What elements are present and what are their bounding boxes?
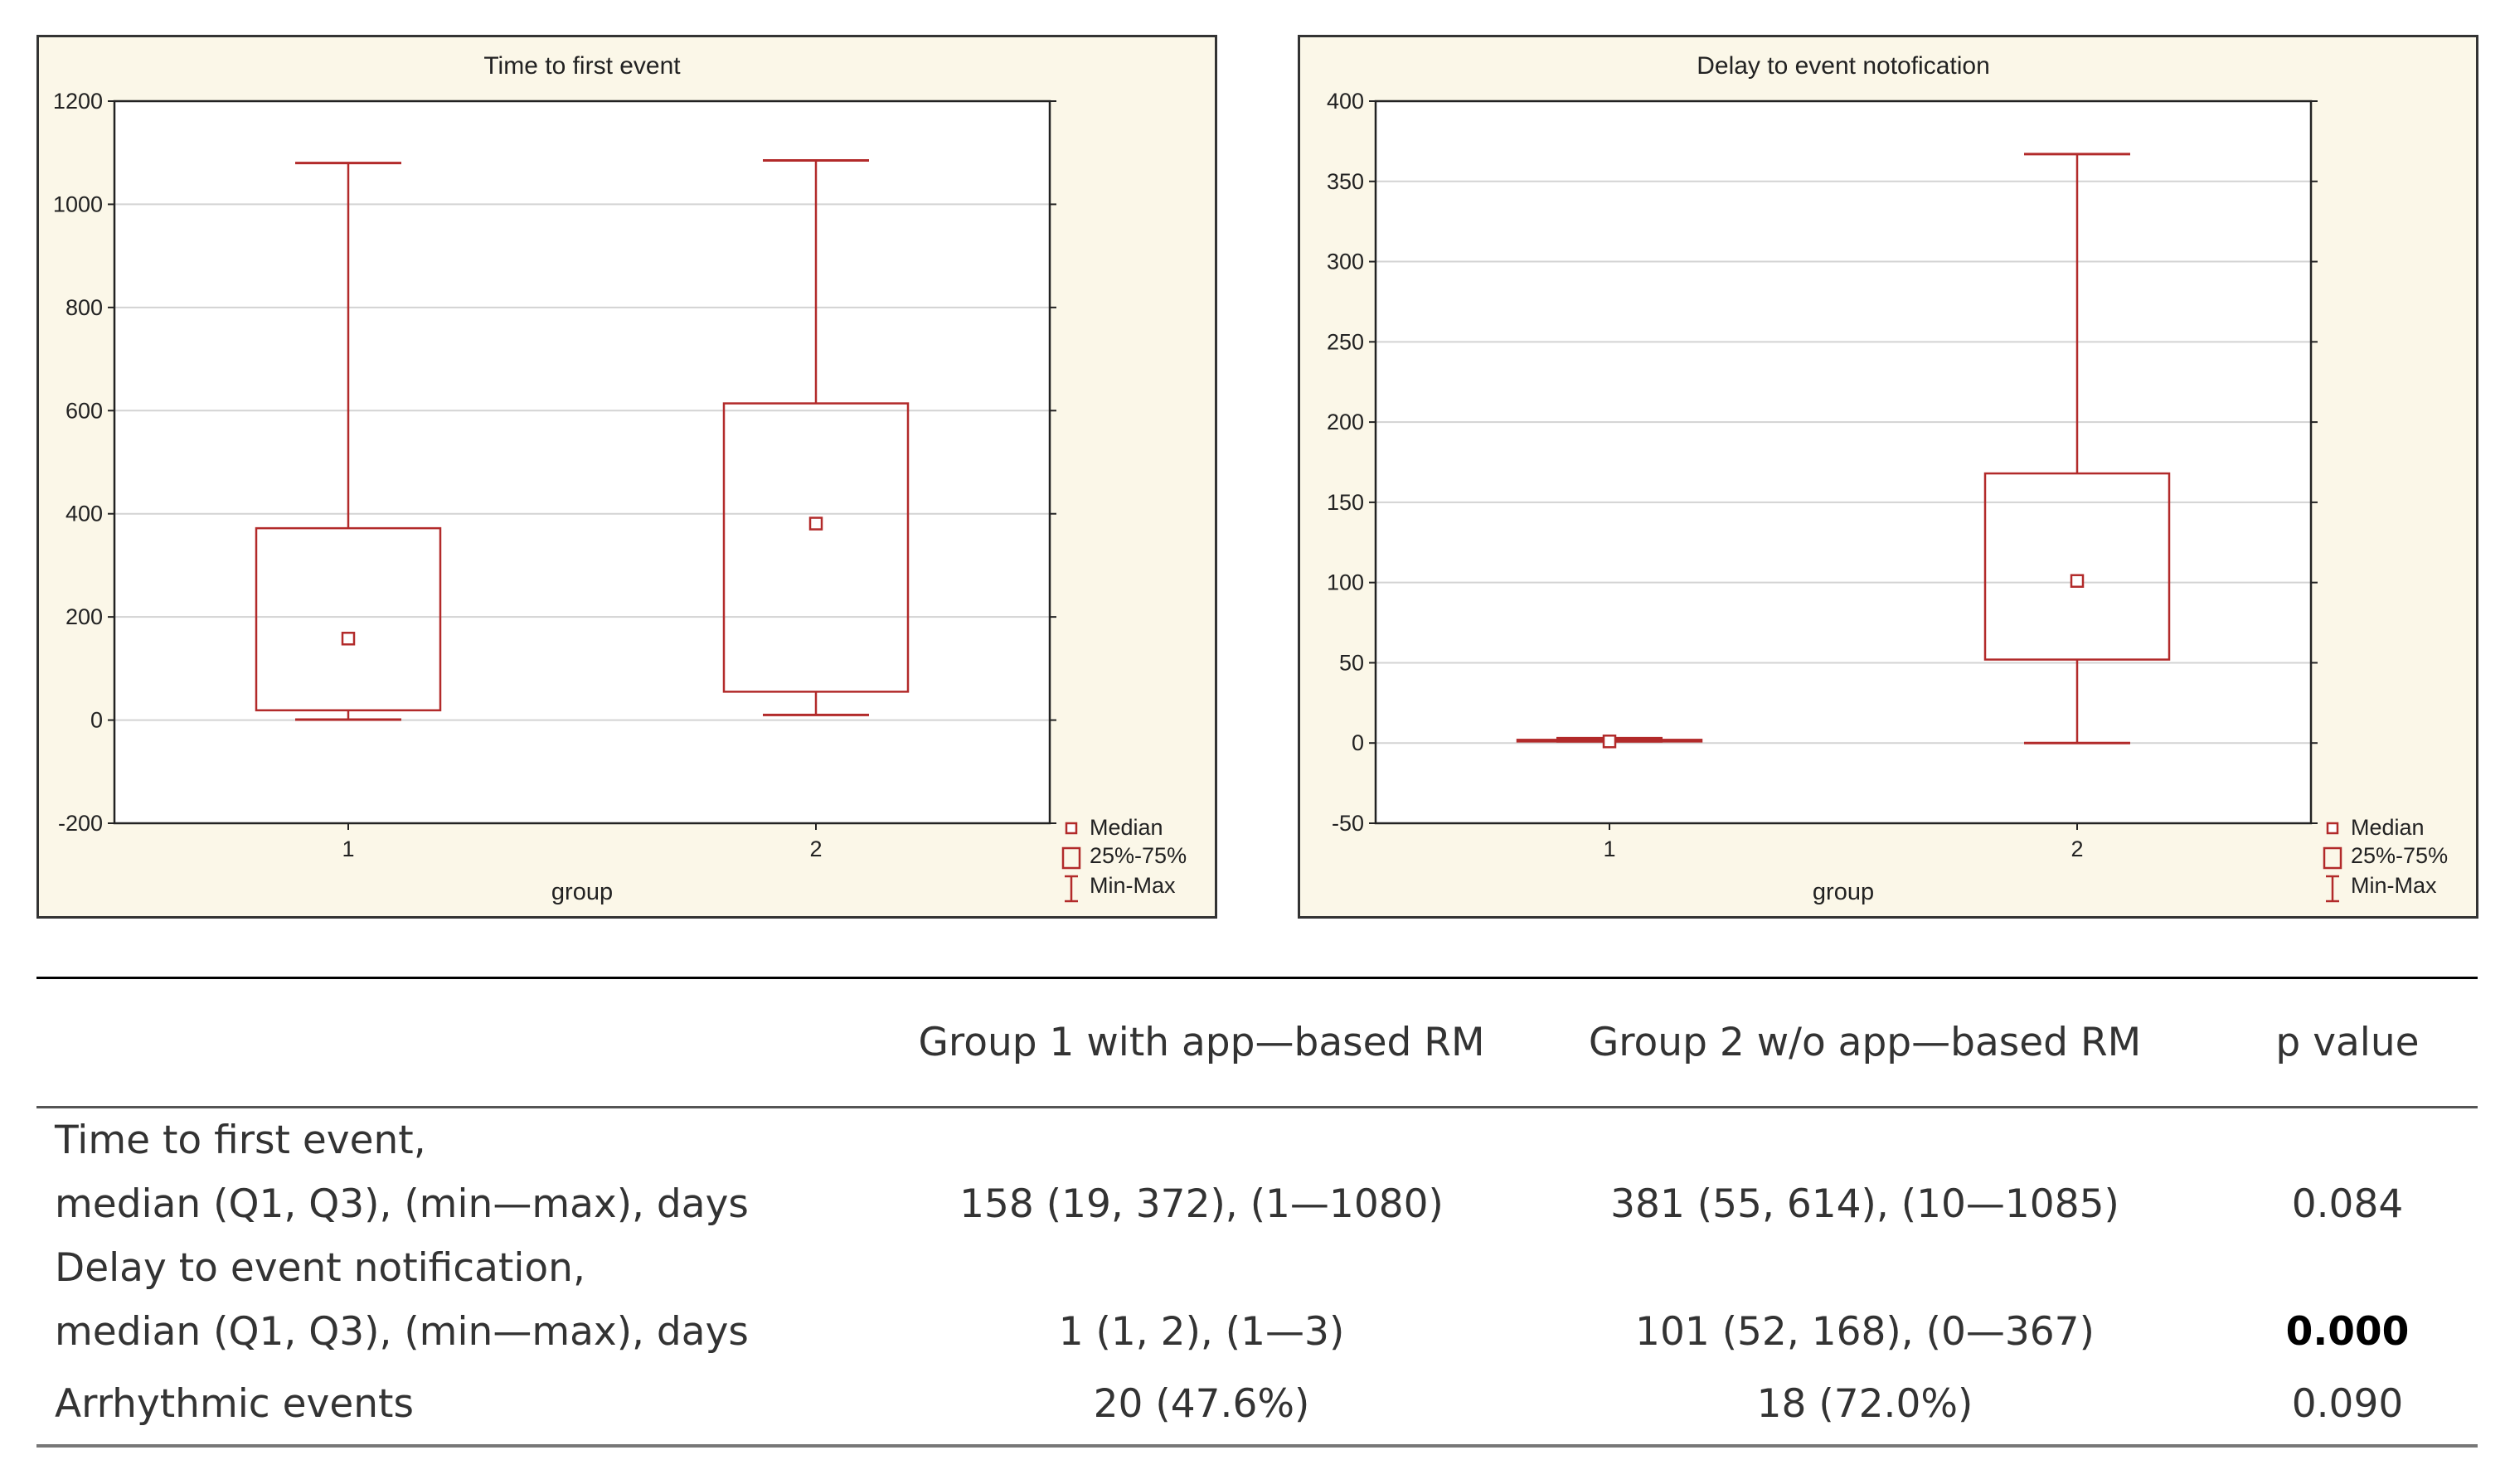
header-group1: Group 1 with app—based RM xyxy=(918,1020,1485,1065)
median-marker xyxy=(341,632,356,646)
legend: Median 25%-75% Min-Max xyxy=(1061,815,1187,903)
y-tick-label: -50 xyxy=(1332,811,1364,836)
header-p-value: p value xyxy=(2275,1020,2420,1065)
y-tick-label: 400 xyxy=(66,502,103,526)
cell-p-value: 0.000 xyxy=(2285,1309,2410,1355)
header-group2: Group 2 w/o app—based RM xyxy=(1588,1020,2142,1065)
y-tick-label: 350 xyxy=(1327,169,1364,194)
table-row: Arrhythmic events 20 (47.6%) 18 (72.0%) … xyxy=(36,1364,2478,1446)
cell-group1: 20 (47.6%) xyxy=(1093,1381,1310,1427)
box-group-2 xyxy=(1983,153,2171,744)
legend-label-median: Median xyxy=(1090,815,1163,840)
chart-panel-delay-to-notification: Delay to event notofication -50 0 50 100 150 2… xyxy=(1298,35,2478,919)
box-group-1 xyxy=(255,162,442,721)
cell-group1: 158 (19, 372), (1—1080) xyxy=(959,1181,1444,1227)
box-group-1 xyxy=(1516,735,1703,749)
boxplot-delay-to-notification: Delay to event notofication -50 0 50 100 150 2… xyxy=(1327,52,2448,905)
cell-group2: 101 (52, 168), (0—367) xyxy=(1635,1309,2095,1355)
summary-table: Group 1 with app—based RM Group 2 w/o ap… xyxy=(36,977,2478,1448)
y-tick-label: 800 xyxy=(66,295,103,320)
y-tick-label: 1000 xyxy=(53,192,103,216)
y-tick-label: 0 xyxy=(90,708,103,733)
x-tick-label: 2 xyxy=(809,837,822,861)
legend-median-icon xyxy=(2326,822,2339,835)
boxplot-time-to-first-event: Time to first event -200 0 200 400 600 800 1000… xyxy=(53,52,1187,905)
header-empty xyxy=(36,978,891,1108)
plot-area xyxy=(114,101,1050,823)
x-tick-label: 1 xyxy=(1603,837,1615,861)
cell-group2: 381 (55, 614), (10—1085) xyxy=(1610,1181,2119,1227)
legend-label-iqr: 25%-75% xyxy=(1090,843,1187,868)
chart-panel-time-to-first-event: Time to first event -200 0 200 400 600 800 1000… xyxy=(36,35,1217,919)
row-label-line2: median (Q1, Q3), (min—max), days xyxy=(55,1309,749,1355)
box-iqr xyxy=(1983,472,2171,661)
table-row: Time to first event, median (Q1, Q3), (m… xyxy=(36,1108,2478,1237)
row-label-line1: Delay to event notification, xyxy=(55,1245,585,1291)
plot-frame xyxy=(113,99,1051,825)
y-tick-label: 50 xyxy=(1339,650,1364,675)
y-tick-label: 300 xyxy=(1327,250,1364,274)
y-tick-label: 250 xyxy=(1327,329,1364,354)
row-label-line2: median (Q1, Q3), (min—max), days xyxy=(55,1181,749,1227)
table-header-row: Group 1 with app—based RM Group 2 w/o ap… xyxy=(36,977,2478,1108)
plot-area xyxy=(1376,101,2311,823)
row-label-line1: Time to first event, xyxy=(55,1118,426,1163)
x-axis-label: group xyxy=(551,879,613,905)
legend-label-minmax: Min-Max xyxy=(2351,873,2437,898)
plot-frame xyxy=(1374,99,2313,825)
table-row: Delay to event notification, median (Q1,… xyxy=(36,1236,2478,1364)
median-marker xyxy=(808,516,823,531)
y-tick-label: 100 xyxy=(1327,570,1364,595)
y-tick-label: 200 xyxy=(66,604,103,629)
box-group-2 xyxy=(722,159,910,716)
cell-p-value: 0.090 xyxy=(2291,1381,2404,1427)
legend: Median 25%-75% Min-Max xyxy=(2323,815,2448,903)
x-axis-label: group xyxy=(1813,879,1874,905)
legend-label-iqr: 25%-75% xyxy=(2351,843,2448,868)
median-marker xyxy=(2070,574,2085,588)
y-tick-label: 600 xyxy=(66,398,103,423)
legend-label-minmax: Min-Max xyxy=(1090,873,1176,898)
legend-label-median: Median xyxy=(2351,815,2425,840)
chart-title: Time to first event xyxy=(483,52,681,80)
cell-group2: 18 (72.0%) xyxy=(1756,1381,1973,1427)
y-tick-label: -200 xyxy=(58,811,103,836)
y-tick-label: 1200 xyxy=(53,89,103,114)
y-tick-label: 0 xyxy=(1352,730,1364,755)
chart-title: Delay to event notofication xyxy=(1697,52,1990,80)
row-label-line1: Arrhythmic events xyxy=(55,1381,414,1427)
median-marker xyxy=(1602,735,1617,749)
cell-p-value: 0.084 xyxy=(2291,1181,2404,1227)
legend-box-icon xyxy=(2323,846,2342,870)
y-tick-label: 200 xyxy=(1327,410,1364,434)
row-label: Time to first event, median (Q1, Q3), (m… xyxy=(36,1108,891,1237)
y-tick-label: 400 xyxy=(1327,89,1364,114)
y-tick-label: 150 xyxy=(1327,490,1364,515)
x-tick-label: 2 xyxy=(2071,837,2083,861)
cell-group1: 1 (1, 2), (1—3) xyxy=(1058,1309,1345,1355)
x-tick-label: 1 xyxy=(342,837,354,861)
legend-median-icon xyxy=(1065,822,1078,835)
legend-box-icon xyxy=(1061,846,1081,870)
row-label: Arrhythmic events xyxy=(36,1364,891,1446)
box-iqr xyxy=(722,402,910,693)
row-label: Delay to event notification, median (Q1,… xyxy=(36,1236,891,1364)
box-iqr xyxy=(255,526,442,712)
